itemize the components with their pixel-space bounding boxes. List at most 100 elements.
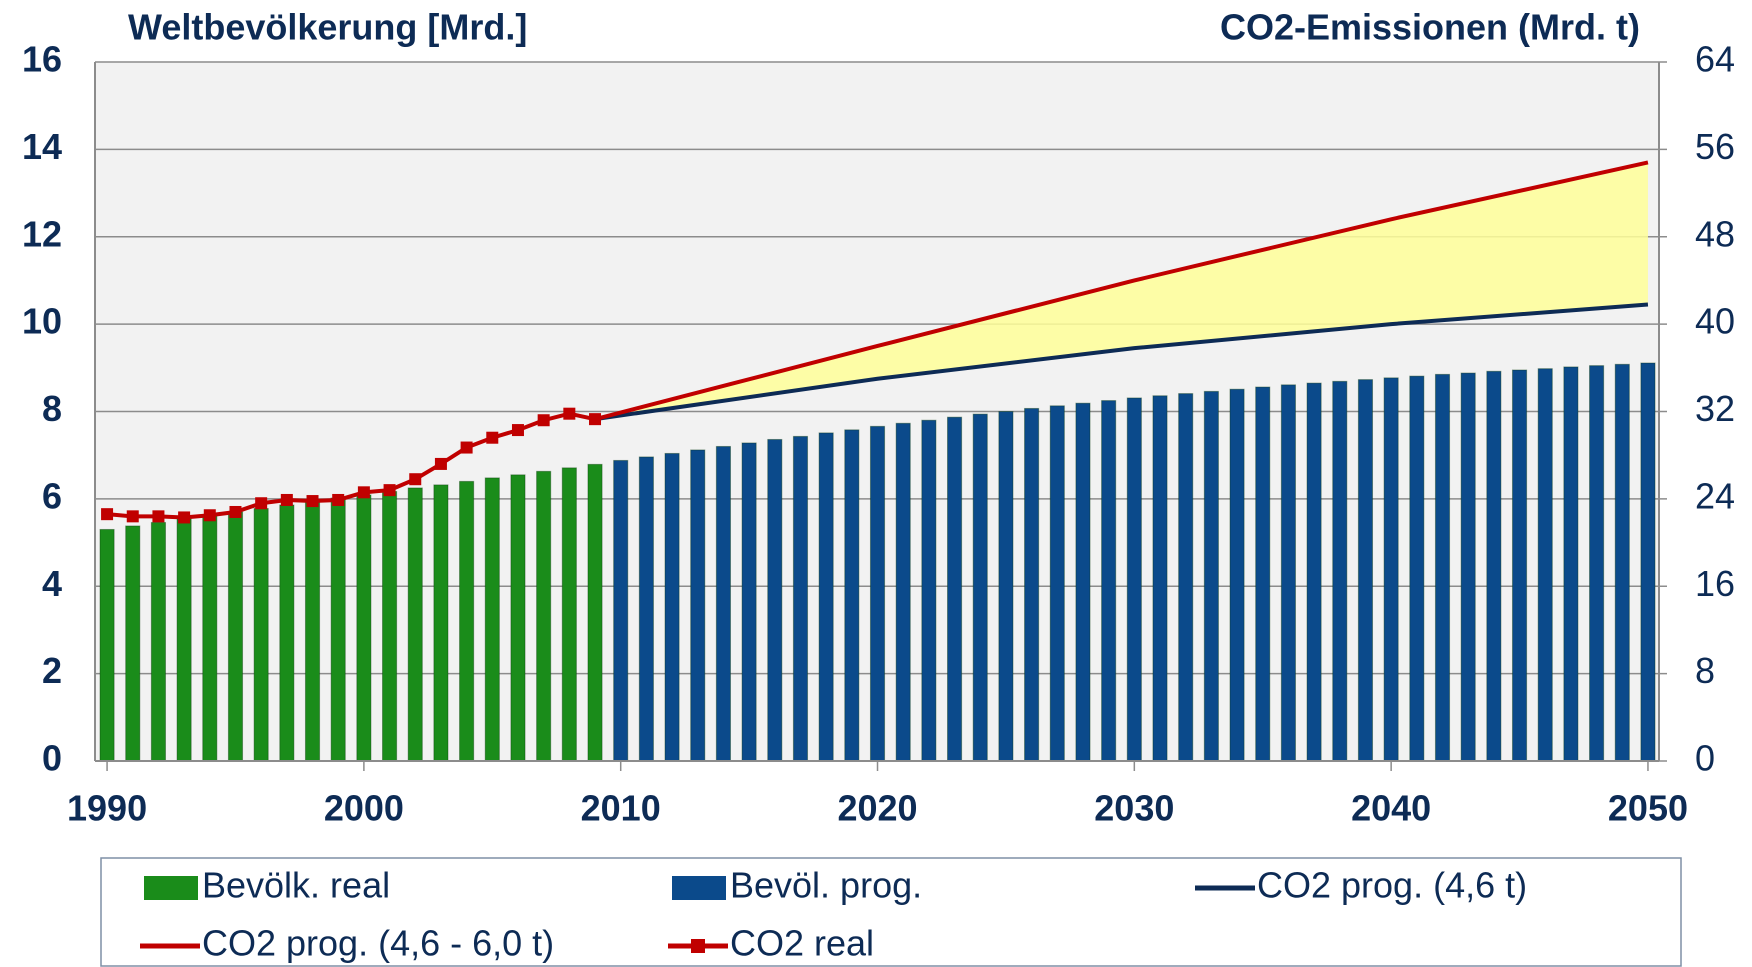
bar — [1434, 373, 1451, 762]
bar — [510, 474, 526, 762]
bar — [741, 442, 757, 762]
legend-box — [100, 857, 1682, 967]
legend-label: CO2 real — [730, 923, 874, 964]
bar — [1511, 369, 1528, 762]
bar — [818, 432, 834, 762]
bar — [382, 490, 398, 762]
right-axis-title: CO2-Emissionen (Mrd. t) — [1220, 7, 1640, 48]
bar — [664, 452, 680, 762]
bar — [279, 504, 295, 762]
bar — [433, 484, 449, 762]
bar — [613, 459, 629, 762]
y2-tick-label: 32 — [1695, 388, 1735, 429]
marker — [280, 493, 293, 506]
marker — [589, 413, 602, 426]
y2-tick-label: 0 — [1695, 738, 1715, 779]
bar — [1203, 390, 1219, 762]
bar — [1178, 393, 1194, 762]
bar — [1640, 362, 1656, 762]
legend-swatch — [672, 876, 726, 900]
bar — [1280, 384, 1296, 762]
bar — [356, 494, 372, 762]
y2-tick-label: 56 — [1695, 126, 1735, 167]
bar — [715, 445, 731, 762]
marker — [537, 414, 550, 427]
x-tick-label: 2020 — [837, 788, 917, 829]
bar — [1152, 395, 1168, 762]
bar — [176, 518, 192, 762]
y2-tick-label: 16 — [1695, 563, 1735, 604]
marker — [409, 473, 422, 486]
marker — [306, 495, 319, 508]
y2-tick-label: 48 — [1695, 213, 1735, 254]
marker — [126, 510, 139, 523]
bar — [1383, 377, 1399, 762]
x-tick-label: 2050 — [1608, 788, 1688, 829]
y-tick-label: 10 — [22, 301, 62, 342]
bar — [304, 500, 321, 762]
line — [594, 302, 1649, 422]
bar — [972, 413, 988, 762]
y2-tick-label: 8 — [1695, 650, 1715, 691]
y-tick-label: 16 — [22, 39, 62, 80]
left-axis-title: Weltbevölkerung [Mrd.] — [128, 7, 527, 48]
bar — [1589, 365, 1605, 762]
marker — [178, 511, 191, 524]
y2-tick-label: 24 — [1695, 475, 1735, 516]
marker — [152, 510, 165, 523]
bar — [1101, 400, 1117, 762]
line — [594, 160, 1649, 422]
bar — [407, 487, 423, 762]
marker — [563, 407, 576, 420]
x-tick-label: 2010 — [581, 788, 661, 829]
marker — [332, 493, 345, 506]
bar — [227, 511, 244, 762]
marker — [383, 484, 396, 497]
y-tick-label: 4 — [42, 563, 62, 604]
marker — [229, 505, 242, 518]
legend-swatch — [144, 876, 198, 900]
marker — [434, 457, 447, 470]
marker — [255, 497, 268, 510]
bar — [638, 456, 654, 762]
y-tick-label: 2 — [42, 650, 62, 691]
marker — [511, 424, 524, 437]
bar — [1075, 402, 1091, 762]
bar — [484, 477, 500, 762]
bar — [1229, 388, 1245, 762]
bar — [1126, 397, 1142, 762]
legend-label: Bevölk. real — [202, 865, 390, 906]
marker — [460, 441, 473, 454]
y-tick-label: 6 — [42, 475, 62, 516]
bar — [998, 411, 1014, 762]
bar — [844, 429, 860, 762]
bar — [1332, 380, 1348, 762]
bar — [946, 416, 963, 762]
y-tick-label: 14 — [22, 126, 62, 167]
bar — [1486, 370, 1502, 762]
bar — [1049, 405, 1065, 762]
bar — [767, 438, 783, 762]
bar — [561, 467, 577, 762]
marker — [203, 509, 216, 522]
bar — [1306, 382, 1322, 762]
bar — [1255, 386, 1271, 762]
legend-marker — [691, 939, 705, 953]
bar — [869, 425, 886, 762]
bar — [536, 470, 552, 762]
bar — [1563, 366, 1579, 762]
bar — [125, 525, 141, 762]
x-tick-label: 1990 — [67, 788, 147, 829]
bar — [459, 480, 475, 762]
forecast-range-area — [595, 162, 1648, 420]
marker — [101, 508, 114, 521]
x-tick-label: 2000 — [324, 788, 404, 829]
legend-label: CO2 prog. (4,6 - 6,0 t) — [202, 923, 554, 964]
bar — [253, 507, 269, 762]
bar — [202, 514, 218, 762]
bar — [1024, 407, 1040, 762]
bar — [895, 422, 911, 762]
bar — [587, 463, 603, 762]
